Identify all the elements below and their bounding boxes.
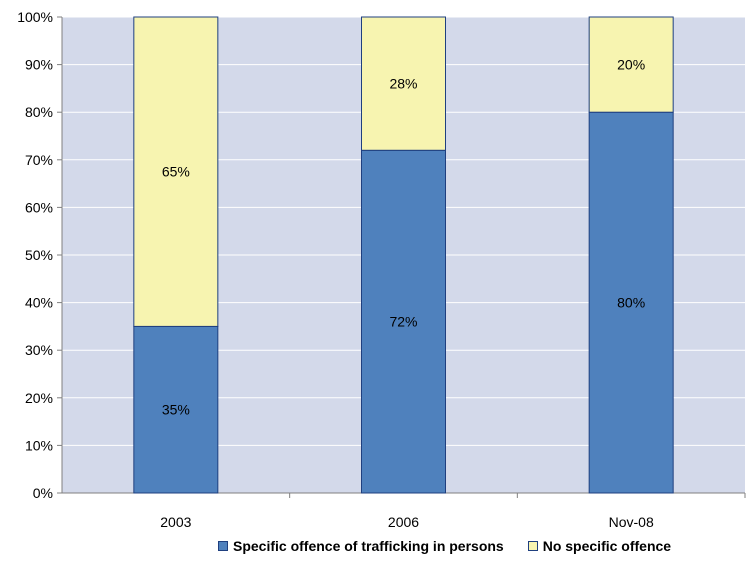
bar-segment	[361, 149, 446, 494]
bar-segment	[361, 16, 446, 151]
legend-swatch-specific-offence	[218, 541, 228, 551]
y-tick-label: 20%	[25, 390, 53, 406]
bar-segment	[588, 111, 674, 494]
bar-segment	[588, 16, 674, 113]
data-label: 35%	[162, 402, 190, 418]
legend: Specific offence of trafficking in perso…	[218, 538, 695, 554]
y-tick-label: 80%	[25, 104, 53, 120]
legend-swatch-no-specific-offence	[527, 541, 538, 551]
x-tick-label: 2006	[388, 514, 419, 530]
data-label: 28%	[389, 76, 417, 92]
y-tick-label: 100%	[17, 9, 53, 25]
y-tick-label: 90%	[25, 57, 53, 73]
bar-segment	[133, 325, 219, 494]
data-label: 72%	[389, 314, 417, 330]
data-label: 20%	[617, 57, 645, 73]
y-tick-label: 60%	[25, 199, 53, 215]
legend-item-no-specific-offence: No specific offence	[527, 538, 672, 554]
y-tick-label: 30%	[25, 342, 53, 358]
data-label: 65%	[162, 164, 190, 180]
bar-segment	[133, 16, 219, 327]
legend-label-no-specific-offence: No specific offence	[542, 538, 672, 554]
legend-item-specific-offence: Specific offence of trafficking in perso…	[218, 538, 504, 554]
x-tick-label: Nov-08	[609, 514, 654, 530]
y-tick-label: 50%	[25, 247, 53, 263]
y-tick-label: 70%	[25, 152, 53, 168]
x-tick-label: 2003	[160, 514, 191, 530]
y-tick-label: 40%	[25, 295, 53, 311]
y-tick-label: 10%	[25, 437, 53, 453]
legend-label-specific-offence: Specific offence of trafficking in perso…	[233, 538, 504, 554]
data-label: 80%	[617, 295, 645, 311]
y-tick-label: 0%	[33, 485, 53, 501]
